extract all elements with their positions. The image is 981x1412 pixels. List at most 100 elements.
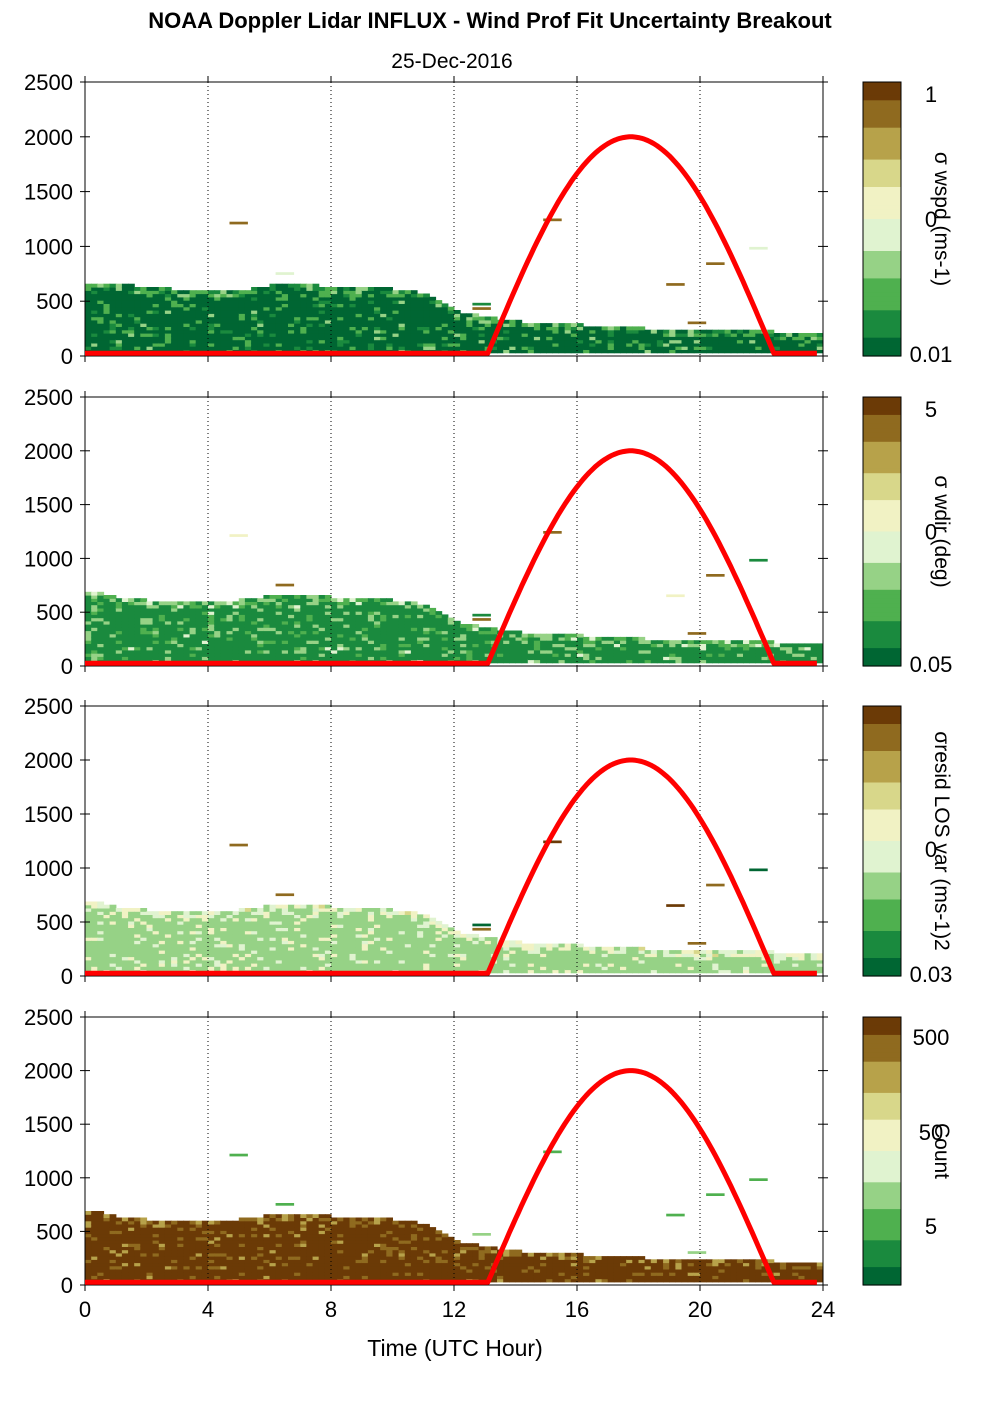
heatmap-cell [238, 937, 246, 941]
heatmap-cell [288, 640, 295, 644]
heatmap-cell [318, 937, 326, 941]
heatmap-cell [761, 649, 769, 654]
heatmap-cell [497, 643, 504, 648]
heatmap-cell [183, 937, 191, 941]
colorbar-segment [863, 310, 901, 316]
heatmap-cell [109, 956, 117, 961]
heatmap-cell [158, 323, 166, 327]
heatmap-cell [134, 604, 141, 609]
heatmap-cell [724, 640, 732, 644]
heatmap-cell [103, 342, 111, 347]
heatmap-cell [454, 930, 461, 935]
heatmap-cell [306, 333, 314, 337]
heatmap-cell [380, 943, 387, 948]
heatmap-cell [749, 656, 756, 661]
heatmap-cell [85, 950, 92, 954]
heatmap-cell [288, 601, 295, 606]
heatmap-cell [460, 346, 467, 350]
heatmap-cell [503, 956, 510, 961]
heatmap-cell [613, 646, 621, 651]
heatmap-cell [201, 940, 209, 945]
heatmap-cell [435, 336, 443, 341]
heatmap-cell [527, 963, 535, 967]
heatmap-cell [441, 950, 449, 954]
heatmap-cell [386, 329, 393, 334]
heatmap-cell [183, 917, 191, 922]
heatmap-cell [263, 339, 271, 344]
heatmap-cell [374, 598, 381, 602]
heatmap-cell [152, 310, 160, 314]
heatmap-cell [447, 620, 455, 625]
heatmap-cell [700, 346, 707, 350]
heatmap-cell [288, 316, 295, 321]
heatmap-cell [263, 950, 271, 954]
heatmap-cell [435, 611, 443, 615]
heatmap-cell [349, 908, 357, 912]
heatmap-cell [743, 336, 750, 341]
heatmap-cell [251, 614, 258, 619]
heatmap-cell [251, 326, 258, 331]
heatmap-cell [367, 287, 375, 291]
heatmap-cell [632, 646, 639, 651]
heatmap-cell [681, 640, 689, 644]
heatmap-cell [201, 943, 209, 948]
heatmap-cell [349, 943, 357, 948]
heatmap-cell [361, 624, 369, 628]
heatmap-cell [214, 300, 221, 304]
heatmap-cell [577, 659, 584, 664]
heatmap-cell [638, 659, 646, 664]
heatmap-cell [503, 953, 510, 958]
colorbar-segment [863, 450, 901, 456]
heatmap-cell [718, 342, 726, 347]
heatmap-cell [226, 656, 234, 661]
heatmap-cell [269, 908, 277, 912]
heatmap-cell [490, 349, 498, 354]
heatmap-cell [669, 656, 676, 661]
heatmap-cell [288, 319, 295, 324]
heatmap-cell [497, 969, 504, 974]
heatmap-cell [355, 627, 363, 632]
heatmap-cell [503, 969, 510, 974]
heatmap-cell [300, 959, 307, 964]
heatmap-cell [355, 956, 363, 961]
heatmap-cell [380, 633, 387, 638]
heatmap-cell [509, 656, 516, 661]
heatmap-cell [300, 956, 307, 961]
heatmap-cell [355, 943, 363, 948]
heatmap-cell [540, 329, 547, 334]
heatmap-cell [527, 329, 535, 334]
heatmap-cell [171, 640, 178, 644]
heatmap-cell [632, 643, 639, 648]
heatmap-cell [288, 290, 295, 295]
heatmap-cell [306, 293, 314, 298]
heatmap-cell [85, 914, 92, 919]
heatmap-cell [85, 296, 92, 301]
heatmap-cell [423, 920, 430, 925]
heatmap-cell [380, 293, 387, 298]
heatmap-cell [208, 950, 215, 954]
heatmap-cell [318, 953, 326, 958]
heatmap-cell [294, 630, 301, 635]
heatmap-cell [404, 649, 412, 654]
heatmap-cell [386, 966, 393, 971]
heatmap-cell [410, 649, 418, 654]
heatmap-cell [269, 607, 277, 612]
heatmap-cell [693, 643, 701, 648]
heatmap-cell [331, 303, 338, 308]
heatmap-cell [410, 319, 418, 324]
heatmap-cell [490, 969, 498, 974]
heatmap-cell [484, 342, 492, 347]
heatmap-cell [398, 911, 406, 915]
heatmap-cell [681, 333, 689, 337]
heatmap-cell [355, 930, 363, 935]
heatmap-cell [700, 653, 707, 657]
heatmap-cell [626, 656, 633, 661]
heatmap-cell [552, 646, 560, 651]
heatmap-cell [158, 319, 166, 324]
heatmap-cell [208, 649, 215, 654]
heatmap-cell [343, 313, 350, 318]
heatmap-cell [214, 627, 221, 632]
heatmap-cell [558, 966, 566, 971]
heatmap-cell [638, 339, 646, 344]
heatmap-cell [269, 293, 277, 298]
